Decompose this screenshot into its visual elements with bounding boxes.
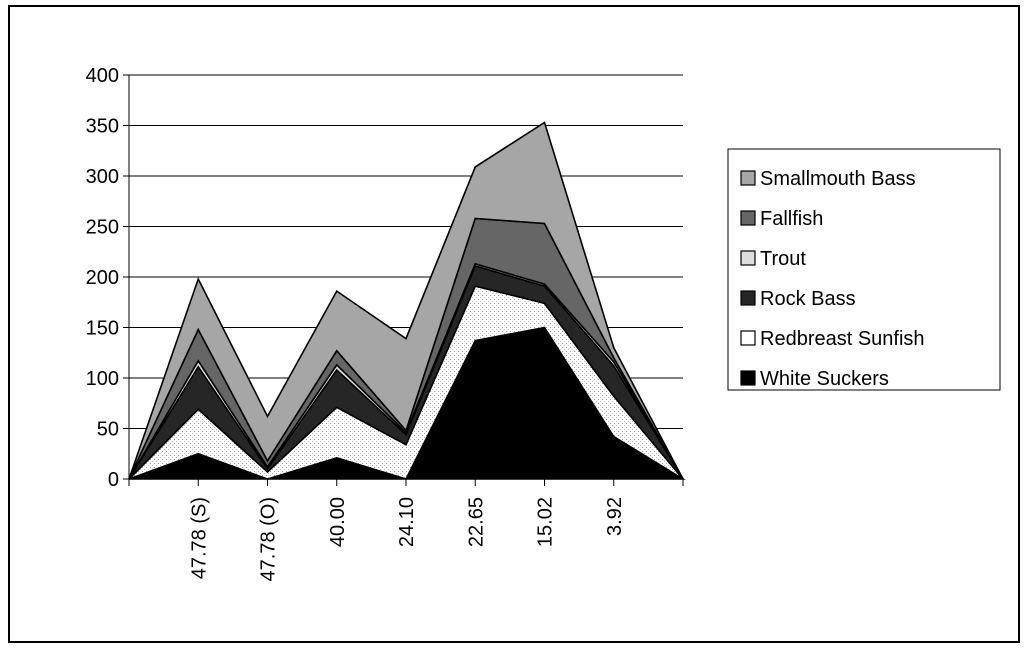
legend-label: Smallmouth Bass bbox=[760, 168, 916, 190]
x-tick-label: 47.78 (O) bbox=[258, 497, 280, 581]
y-tick-label: 400 bbox=[86, 65, 119, 87]
stacked-area-chart: 0 50 100 150 200 250 300 350 400 47.78 (S) 47.78 (… bbox=[86, 65, 1001, 581]
legend-label: Rock Bass bbox=[760, 288, 856, 310]
legend-swatch bbox=[740, 290, 756, 306]
legend-swatch bbox=[740, 370, 756, 386]
y-tick-label: 100 bbox=[86, 368, 119, 390]
chart-area: 0 50 100 150 200 250 300 350 400 47.78 (S) 47.78 (… bbox=[8, 5, 1020, 643]
legend: Smallmouth Bass Fallfish Trout Rock Bass Red… bbox=[727, 148, 1001, 391]
x-tick-label: 15.02 bbox=[535, 497, 557, 547]
legend-label: Fallfish bbox=[760, 208, 823, 230]
legend-label: White Suckers bbox=[760, 368, 889, 390]
x-tick-label: 3.92 bbox=[604, 497, 626, 536]
legend-swatch bbox=[740, 330, 756, 346]
y-tick-label: 250 bbox=[86, 217, 119, 239]
y-tick-label: 350 bbox=[86, 116, 119, 138]
legend-swatch bbox=[740, 250, 756, 266]
legend-label: Trout bbox=[760, 248, 806, 270]
y-tick-label: 150 bbox=[86, 318, 119, 340]
x-tick-label: 22.65 bbox=[465, 497, 487, 547]
legend-label: Redbreast Sunfish bbox=[760, 328, 925, 350]
y-tick-label: 0 bbox=[108, 469, 119, 491]
legend-box bbox=[727, 148, 1001, 391]
x-tick-label: 40.00 bbox=[327, 497, 349, 547]
x-tick-label: 24.10 bbox=[396, 497, 418, 547]
axes: 0 50 100 150 200 250 300 350 400 47.78 (S) 47.78 (… bbox=[86, 65, 684, 581]
y-tick-label: 200 bbox=[86, 267, 119, 289]
y-tick-label: 300 bbox=[86, 166, 119, 188]
x-tick-label: 47.78 (S) bbox=[188, 497, 210, 579]
legend-swatch bbox=[740, 210, 756, 226]
legend-swatch bbox=[740, 170, 756, 186]
y-tick-label: 50 bbox=[97, 419, 119, 441]
